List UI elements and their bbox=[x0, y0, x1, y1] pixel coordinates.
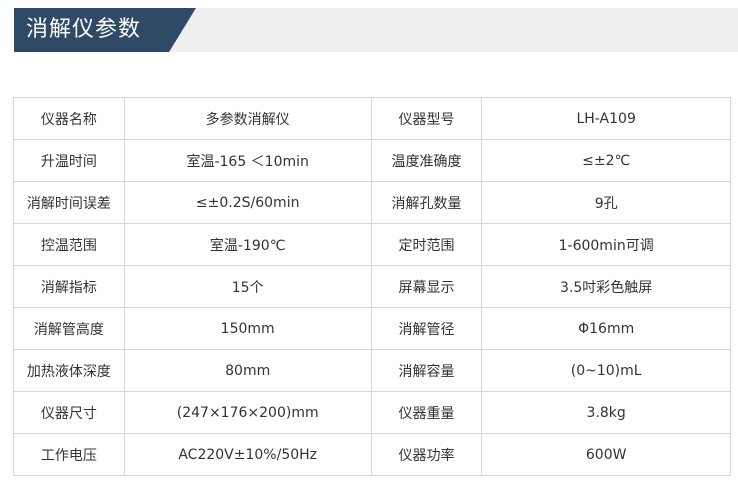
table-row: 消解时间误差 ≤±0.2S/60min 消解孔数量 9孔 bbox=[13, 181, 731, 224]
spec-value: 150mm bbox=[123, 307, 372, 350]
spec-label: 仪器名称 bbox=[13, 97, 125, 140]
spec-value: LH-A109 bbox=[481, 97, 731, 140]
table-row: 消解管高度 150mm 消解管径 Φ16mm bbox=[13, 307, 731, 350]
spec-value: 3.5吋彩色触屏 bbox=[481, 265, 731, 308]
spec-value: (247×176×200)mm bbox=[123, 391, 372, 434]
spec-label: 消解管高度 bbox=[13, 307, 125, 350]
spec-value: (0~10)mL bbox=[481, 349, 731, 392]
spec-value: ≤±0.2S/60min bbox=[123, 181, 372, 224]
spec-label: 加热液体深度 bbox=[13, 349, 125, 392]
spec-label: 升温时间 bbox=[13, 139, 125, 182]
spec-value: 室温-190℃ bbox=[123, 223, 372, 266]
spec-label: 温度准确度 bbox=[370, 139, 483, 182]
spec-value: Φ16mm bbox=[481, 307, 731, 350]
spec-label: 定时范围 bbox=[370, 223, 483, 266]
spec-value: 3.8kg bbox=[481, 391, 731, 434]
table-row: 控温范围 室温-190℃ 定时范围 1-600min可调 bbox=[13, 223, 731, 266]
spec-label: 仪器功率 bbox=[370, 433, 483, 476]
table-row: 升温时间 室温-165 ＜10min 温度准确度 ≤±2℃ bbox=[13, 139, 731, 182]
spec-value: 600W bbox=[481, 433, 731, 476]
section-header-tab: 消解仪参数 bbox=[14, 8, 196, 52]
spec-value: AC220V±10%/50Hz bbox=[123, 433, 372, 476]
spec-value: 室温-165 ＜10min bbox=[123, 139, 372, 182]
spec-label: 工作电压 bbox=[13, 433, 125, 476]
section-title: 消解仪参数 bbox=[26, 17, 142, 42]
spec-value: 15个 bbox=[123, 265, 372, 308]
table-row: 加热液体深度 80mm 消解容量 (0~10)mL bbox=[13, 349, 731, 392]
spec-label: 仪器型号 bbox=[370, 97, 483, 140]
table-row: 仪器名称 多参数消解仪 仪器型号 LH-A109 bbox=[13, 97, 731, 140]
spec-value: 多参数消解仪 bbox=[123, 97, 372, 140]
spec-label: 仪器尺寸 bbox=[13, 391, 125, 434]
spec-value: 9孔 bbox=[481, 181, 731, 224]
spec-label: 屏幕显示 bbox=[370, 265, 483, 308]
table-row: 消解指标 15个 屏幕显示 3.5吋彩色触屏 bbox=[13, 265, 731, 308]
section-header: 消解仪参数 bbox=[14, 8, 738, 52]
spec-label: 消解管径 bbox=[370, 307, 483, 350]
table-row: 工作电压 AC220V±10%/50Hz 仪器功率 600W bbox=[13, 433, 731, 476]
spec-value: ≤±2℃ bbox=[481, 139, 731, 182]
table-row: 仪器尺寸 (247×176×200)mm 仪器重量 3.8kg bbox=[13, 391, 731, 434]
spec-label: 仪器重量 bbox=[370, 391, 483, 434]
spec-label: 控温范围 bbox=[13, 223, 125, 266]
spec-label: 消解时间误差 bbox=[13, 181, 125, 224]
spec-table: 仪器名称 多参数消解仪 仪器型号 LH-A109 升温时间 室温-165 ＜10min 温度… bbox=[13, 97, 731, 476]
spec-label: 消解指标 bbox=[13, 265, 125, 308]
spec-label: 消解孔数量 bbox=[370, 181, 483, 224]
spec-value: 1-600min可调 bbox=[481, 223, 731, 266]
spec-value: 80mm bbox=[123, 349, 372, 392]
spec-label: 消解容量 bbox=[370, 349, 483, 392]
